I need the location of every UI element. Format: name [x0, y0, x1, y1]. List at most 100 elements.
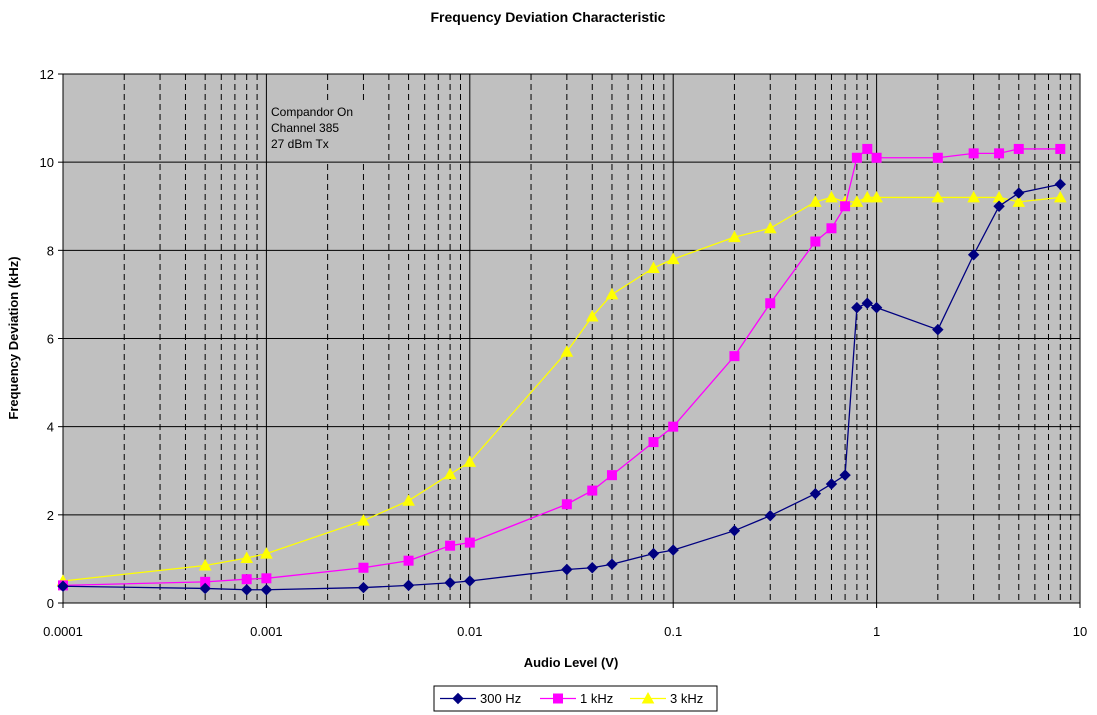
data-point-1-khz	[1055, 143, 1066, 154]
data-point-1-khz	[871, 152, 882, 163]
data-point-300-hz	[764, 510, 776, 522]
legend-label-300-hz: 300 Hz	[480, 691, 521, 706]
grid-lines	[62, 73, 1081, 604]
series-line-1-khz	[62, 148, 1061, 587]
legend: 300 Hz 1 kHz 3 kHz	[433, 685, 718, 712]
series-300-hz	[57, 178, 1066, 596]
data-point-300-hz	[561, 563, 573, 576]
series-line-3-khz	[62, 196, 1061, 582]
series-1-khz	[58, 143, 1066, 591]
data-point-300-hz	[870, 301, 883, 314]
data-point-300-hz	[1013, 187, 1025, 199]
data-point-300-hz	[402, 579, 415, 592]
data-point-3-khz	[666, 252, 680, 265]
data-point-300-hz	[464, 575, 476, 587]
data-point-300-hz	[444, 577, 456, 589]
y-tick-label: 6	[47, 332, 54, 347]
chart-title: Frequency Deviation Characteristic	[431, 9, 666, 25]
tick-labels: 0.0001 0.001 0.01 0.1 1 10 0 2 4 6 8 10 12	[40, 67, 1088, 639]
data-point-300-hz	[667, 544, 679, 556]
annotation-line: Compandor On	[271, 105, 353, 119]
legend-marker-3-khz	[641, 691, 655, 704]
data-point-3-khz	[763, 221, 777, 234]
data-point-3-khz	[402, 494, 415, 506]
y-tick-label: 4	[47, 420, 54, 435]
data-point-3-khz	[860, 190, 874, 203]
data-point-300-hz	[240, 584, 253, 596]
data-point-300-hz	[825, 478, 838, 490]
legend-label-3-khz: 3 kHz	[670, 691, 703, 706]
data-point-1-khz	[994, 148, 1005, 159]
data-point-300-hz	[199, 582, 211, 595]
x-tick-label: 0.01	[457, 624, 482, 639]
annotation-background	[268, 102, 374, 160]
data-point-1-khz	[668, 421, 679, 432]
data-point-3-khz	[809, 195, 822, 207]
data-point-1-khz	[358, 562, 369, 573]
data-point-300-hz	[932, 323, 944, 336]
data-point-300-hz	[647, 547, 660, 560]
x-tick-label: 0.001	[250, 624, 283, 639]
x-tick-label: 0.1	[664, 624, 682, 639]
x-tick-label: 10	[1073, 624, 1087, 639]
data-point-300-hz	[967, 249, 980, 261]
data-point-1-khz	[606, 470, 617, 481]
data-point-3-khz	[647, 261, 660, 273]
data-point-1-khz	[729, 351, 740, 362]
data-point-1-khz	[241, 574, 252, 585]
data-point-1-khz	[403, 555, 414, 566]
y-tick-label: 10	[40, 155, 54, 170]
data-point-1-khz	[648, 437, 659, 448]
data-point-3-khz	[585, 309, 599, 322]
data-point-300-hz	[260, 584, 273, 596]
data-point-300-hz	[861, 297, 874, 309]
data-point-3-khz	[443, 467, 457, 480]
data-point-300-hz	[993, 200, 1005, 212]
data-point-300-hz	[728, 524, 741, 537]
data-point-3-khz	[967, 190, 980, 203]
data-point-1-khz	[968, 148, 979, 159]
data-point-3-khz	[240, 551, 254, 564]
data-point-300-hz	[851, 301, 863, 314]
series-layer	[56, 143, 1067, 596]
data-point-1-khz	[826, 223, 837, 234]
data-point-300-hz	[839, 469, 851, 481]
data-point-1-khz	[445, 540, 456, 551]
data-point-3-khz	[825, 190, 838, 203]
data-point-3-khz	[850, 195, 864, 207]
legend-marker-1-khz	[553, 693, 563, 704]
y-tick-label: 2	[47, 508, 54, 523]
data-point-1-khz	[561, 499, 572, 510]
data-point-1-khz	[261, 573, 272, 584]
annotation-line: Channel 385	[271, 121, 339, 135]
x-tick-label: 0.0001	[43, 624, 83, 639]
x-tick-label: 1	[873, 624, 880, 639]
data-point-3-khz	[728, 230, 741, 243]
legend-marker-300-hz	[452, 692, 464, 705]
data-point-1-khz	[464, 537, 475, 548]
data-point-1-khz	[840, 201, 851, 212]
x-axis-title: Audio Level (V)	[524, 655, 619, 670]
y-tick-label: 12	[40, 67, 54, 82]
legend-label-1-khz: 1 kHz	[580, 691, 613, 706]
data-point-1-khz	[587, 485, 598, 496]
annotation-box: Compandor On Channel 385 27 dBm Tx	[268, 102, 374, 160]
data-point-3-khz	[1053, 190, 1067, 203]
y-tick-label: 8	[47, 243, 54, 258]
data-point-1-khz	[851, 152, 862, 163]
data-point-1-khz	[932, 152, 943, 163]
data-point-1-khz	[862, 143, 873, 154]
series-line-300-hz	[62, 183, 1061, 591]
data-point-300-hz	[586, 562, 598, 574]
data-point-3-khz	[198, 558, 212, 571]
data-point-3-khz	[605, 287, 619, 300]
data-point-3-khz	[463, 455, 477, 467]
data-point-3-khz	[870, 190, 883, 203]
y-axis-title: Frequency Deviation (kHz)	[6, 256, 21, 419]
data-point-3-khz	[560, 345, 574, 357]
data-point-3-khz	[1012, 195, 1026, 207]
data-point-300-hz	[57, 580, 69, 592]
data-point-1-khz	[810, 236, 821, 247]
